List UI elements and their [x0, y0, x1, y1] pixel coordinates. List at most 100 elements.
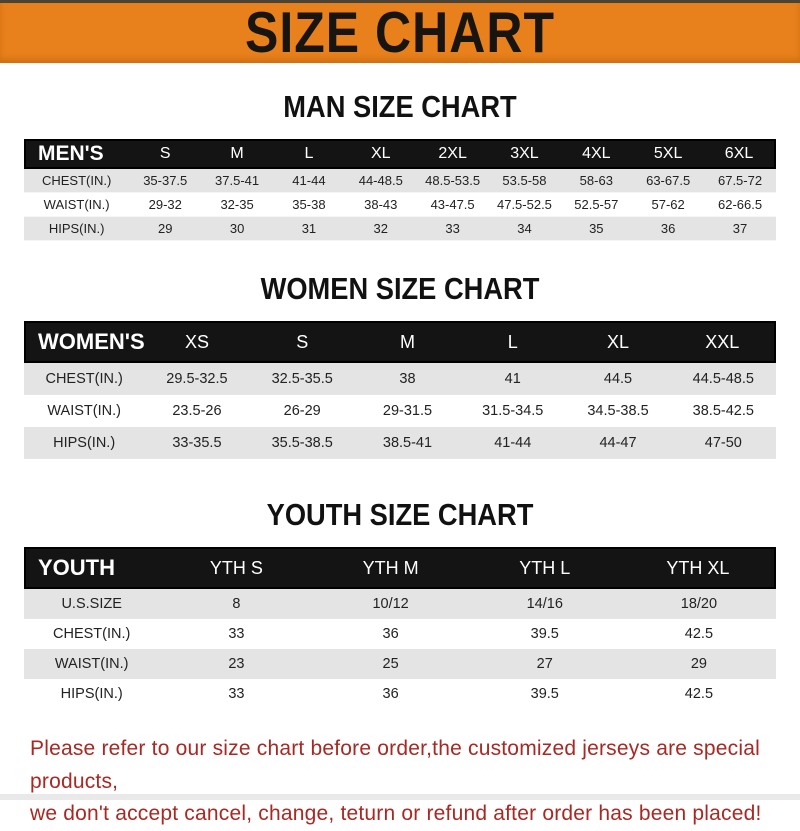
mens-table-label: MEN'S: [24, 139, 130, 169]
banner-title: SIZE CHART: [244, 1, 556, 65]
table-row: HIPS(IN.) 33 36 39.5 42.5: [24, 679, 776, 709]
size-value-cell: 37: [704, 217, 776, 241]
row-label: CHEST(IN.): [24, 363, 145, 395]
womens-size-table: WOMEN'S XS S M L XL XXL CHEST(IN.) 29.5-…: [24, 321, 776, 459]
size-value-cell: 29: [621, 649, 776, 679]
disclaimer-line-1: Please refer to our size chart before or…: [30, 737, 760, 793]
size-column-header: 4XL: [560, 139, 633, 169]
size-value-cell: 57-62: [632, 193, 705, 217]
mens-size-table: MEN'S S M L XL 2XL 3XL 4XL 5XL 6XL CHEST…: [24, 139, 776, 241]
size-value-cell: 33-35.5: [144, 427, 250, 459]
row-label: CHEST(IN.): [24, 169, 130, 193]
size-value-cell: 52.5-57: [560, 193, 633, 217]
size-column-header: 3XL: [488, 139, 561, 169]
size-value-cell: 35-38: [273, 193, 345, 217]
size-column-header: S: [129, 139, 202, 169]
size-value-cell: 33: [159, 679, 314, 709]
size-column-header: YTH M: [313, 547, 468, 589]
size-value-cell: 41-44: [273, 169, 345, 193]
size-value-cell: 36: [313, 619, 468, 649]
women-section-heading: WOMEN SIZE CHART: [260, 271, 540, 306]
man-section-heading: MAN SIZE CHART: [283, 89, 517, 124]
size-value-cell: 35.5-38.5: [249, 427, 355, 459]
size-value-cell: 23: [159, 649, 314, 679]
size-value-cell: 32.5-35.5: [249, 363, 355, 395]
bottom-strip: [0, 794, 800, 800]
row-label: WAIST(IN.): [24, 193, 130, 217]
size-value-cell: 42.5: [621, 679, 776, 709]
size-value-cell: 37.5-41: [201, 169, 273, 193]
size-column-header: YTH XL: [621, 547, 776, 589]
mens-header-row: MEN'S S M L XL 2XL 3XL 4XL 5XL 6XL: [24, 139, 776, 169]
size-value-cell: 47-50: [670, 427, 776, 459]
size-value-cell: 48.5-53.5: [416, 169, 489, 193]
size-value-cell: 38: [354, 363, 461, 395]
size-column-header: M: [201, 139, 273, 169]
youth-size-table: YOUTH YTH S YTH M YTH L YTH XL U.S.SIZE …: [24, 547, 776, 709]
youth-header-row: YOUTH YTH S YTH M YTH L YTH XL: [24, 547, 776, 589]
size-value-cell: 18/20: [621, 589, 776, 619]
size-value-cell: 38-43: [344, 193, 417, 217]
womens-header-row: WOMEN'S XS S M L XL XXL: [24, 321, 776, 363]
size-chart-banner: SIZE CHART: [0, 0, 800, 65]
size-column-header: XXL: [670, 321, 776, 363]
size-value-cell: 39.5: [467, 679, 622, 709]
size-value-cell: 44-47: [565, 427, 671, 459]
size-value-cell: 27: [467, 649, 622, 679]
row-label: WAIST(IN.): [24, 649, 160, 679]
youth-table-label: YOUTH: [24, 547, 160, 589]
size-column-header: 6XL: [704, 139, 776, 169]
size-value-cell: 44.5: [565, 363, 671, 395]
size-value-cell: 33: [416, 217, 489, 241]
size-value-cell: 8: [159, 589, 314, 619]
size-value-cell: 31: [273, 217, 345, 241]
size-value-cell: 43-47.5: [416, 193, 489, 217]
size-value-cell: 34.5-38.5: [565, 395, 671, 427]
disclaimer-line-2: we don't accept cancel, change, teturn o…: [30, 802, 762, 826]
row-label: HIPS(IN.): [24, 217, 130, 241]
size-column-header: XS: [144, 321, 250, 363]
size-value-cell: 34: [488, 217, 561, 241]
row-label: WAIST(IN.): [24, 395, 145, 427]
table-row: CHEST(IN.) 29.5-32.5 32.5-35.5 38 41 44.…: [24, 363, 776, 395]
size-value-cell: 63-67.5: [632, 169, 705, 193]
table-row: CHEST(IN.) 35-37.5 37.5-41 41-44 44-48.5…: [24, 169, 776, 193]
size-value-cell: 62-66.5: [704, 193, 776, 217]
size-value-cell: 67.5-72: [704, 169, 776, 193]
size-column-header: XL: [344, 139, 417, 169]
size-column-header: L: [460, 321, 566, 363]
size-value-cell: 41-44: [460, 427, 566, 459]
row-label: HIPS(IN.): [24, 679, 160, 709]
size-value-cell: 33: [159, 619, 314, 649]
size-value-cell: 39.5: [467, 619, 622, 649]
table-row: HIPS(IN.) 33-35.5 35.5-38.5 38.5-41 41-4…: [24, 427, 776, 459]
size-value-cell: 29: [129, 217, 202, 241]
size-value-cell: 44.5-48.5: [670, 363, 776, 395]
row-label: CHEST(IN.): [24, 619, 160, 649]
size-column-header: YTH L: [467, 547, 622, 589]
size-value-cell: 44-48.5: [344, 169, 417, 193]
size-value-cell: 35-37.5: [129, 169, 202, 193]
size-value-cell: 29.5-32.5: [144, 363, 250, 395]
size-value-cell: 32: [344, 217, 417, 241]
size-column-header: 5XL: [632, 139, 705, 169]
size-value-cell: 47.5-52.5: [488, 193, 561, 217]
table-row: U.S.SIZE 8 10/12 14/16 18/20: [24, 589, 776, 619]
size-value-cell: 32-35: [201, 193, 273, 217]
size-value-cell: 29-31.5: [354, 395, 461, 427]
size-value-cell: 53.5-58: [488, 169, 561, 193]
size-column-header: 2XL: [416, 139, 489, 169]
size-value-cell: 35: [560, 217, 633, 241]
size-value-cell: 58-63: [560, 169, 633, 193]
row-label: U.S.SIZE: [24, 589, 160, 619]
size-value-cell: 38.5-41: [354, 427, 461, 459]
size-value-cell: 30: [201, 217, 273, 241]
table-row: CHEST(IN.) 33 36 39.5 42.5: [24, 619, 776, 649]
table-row: WAIST(IN.) 23.5-26 26-29 29-31.5 31.5-34…: [24, 395, 776, 427]
size-value-cell: 14/16: [467, 589, 622, 619]
size-column-header: L: [273, 139, 345, 169]
size-value-cell: 10/12: [313, 589, 468, 619]
size-value-cell: 42.5: [621, 619, 776, 649]
table-row: HIPS(IN.) 29 30 31 32 33 34 35 36 37: [24, 217, 776, 241]
size-column-header: XL: [565, 321, 671, 363]
